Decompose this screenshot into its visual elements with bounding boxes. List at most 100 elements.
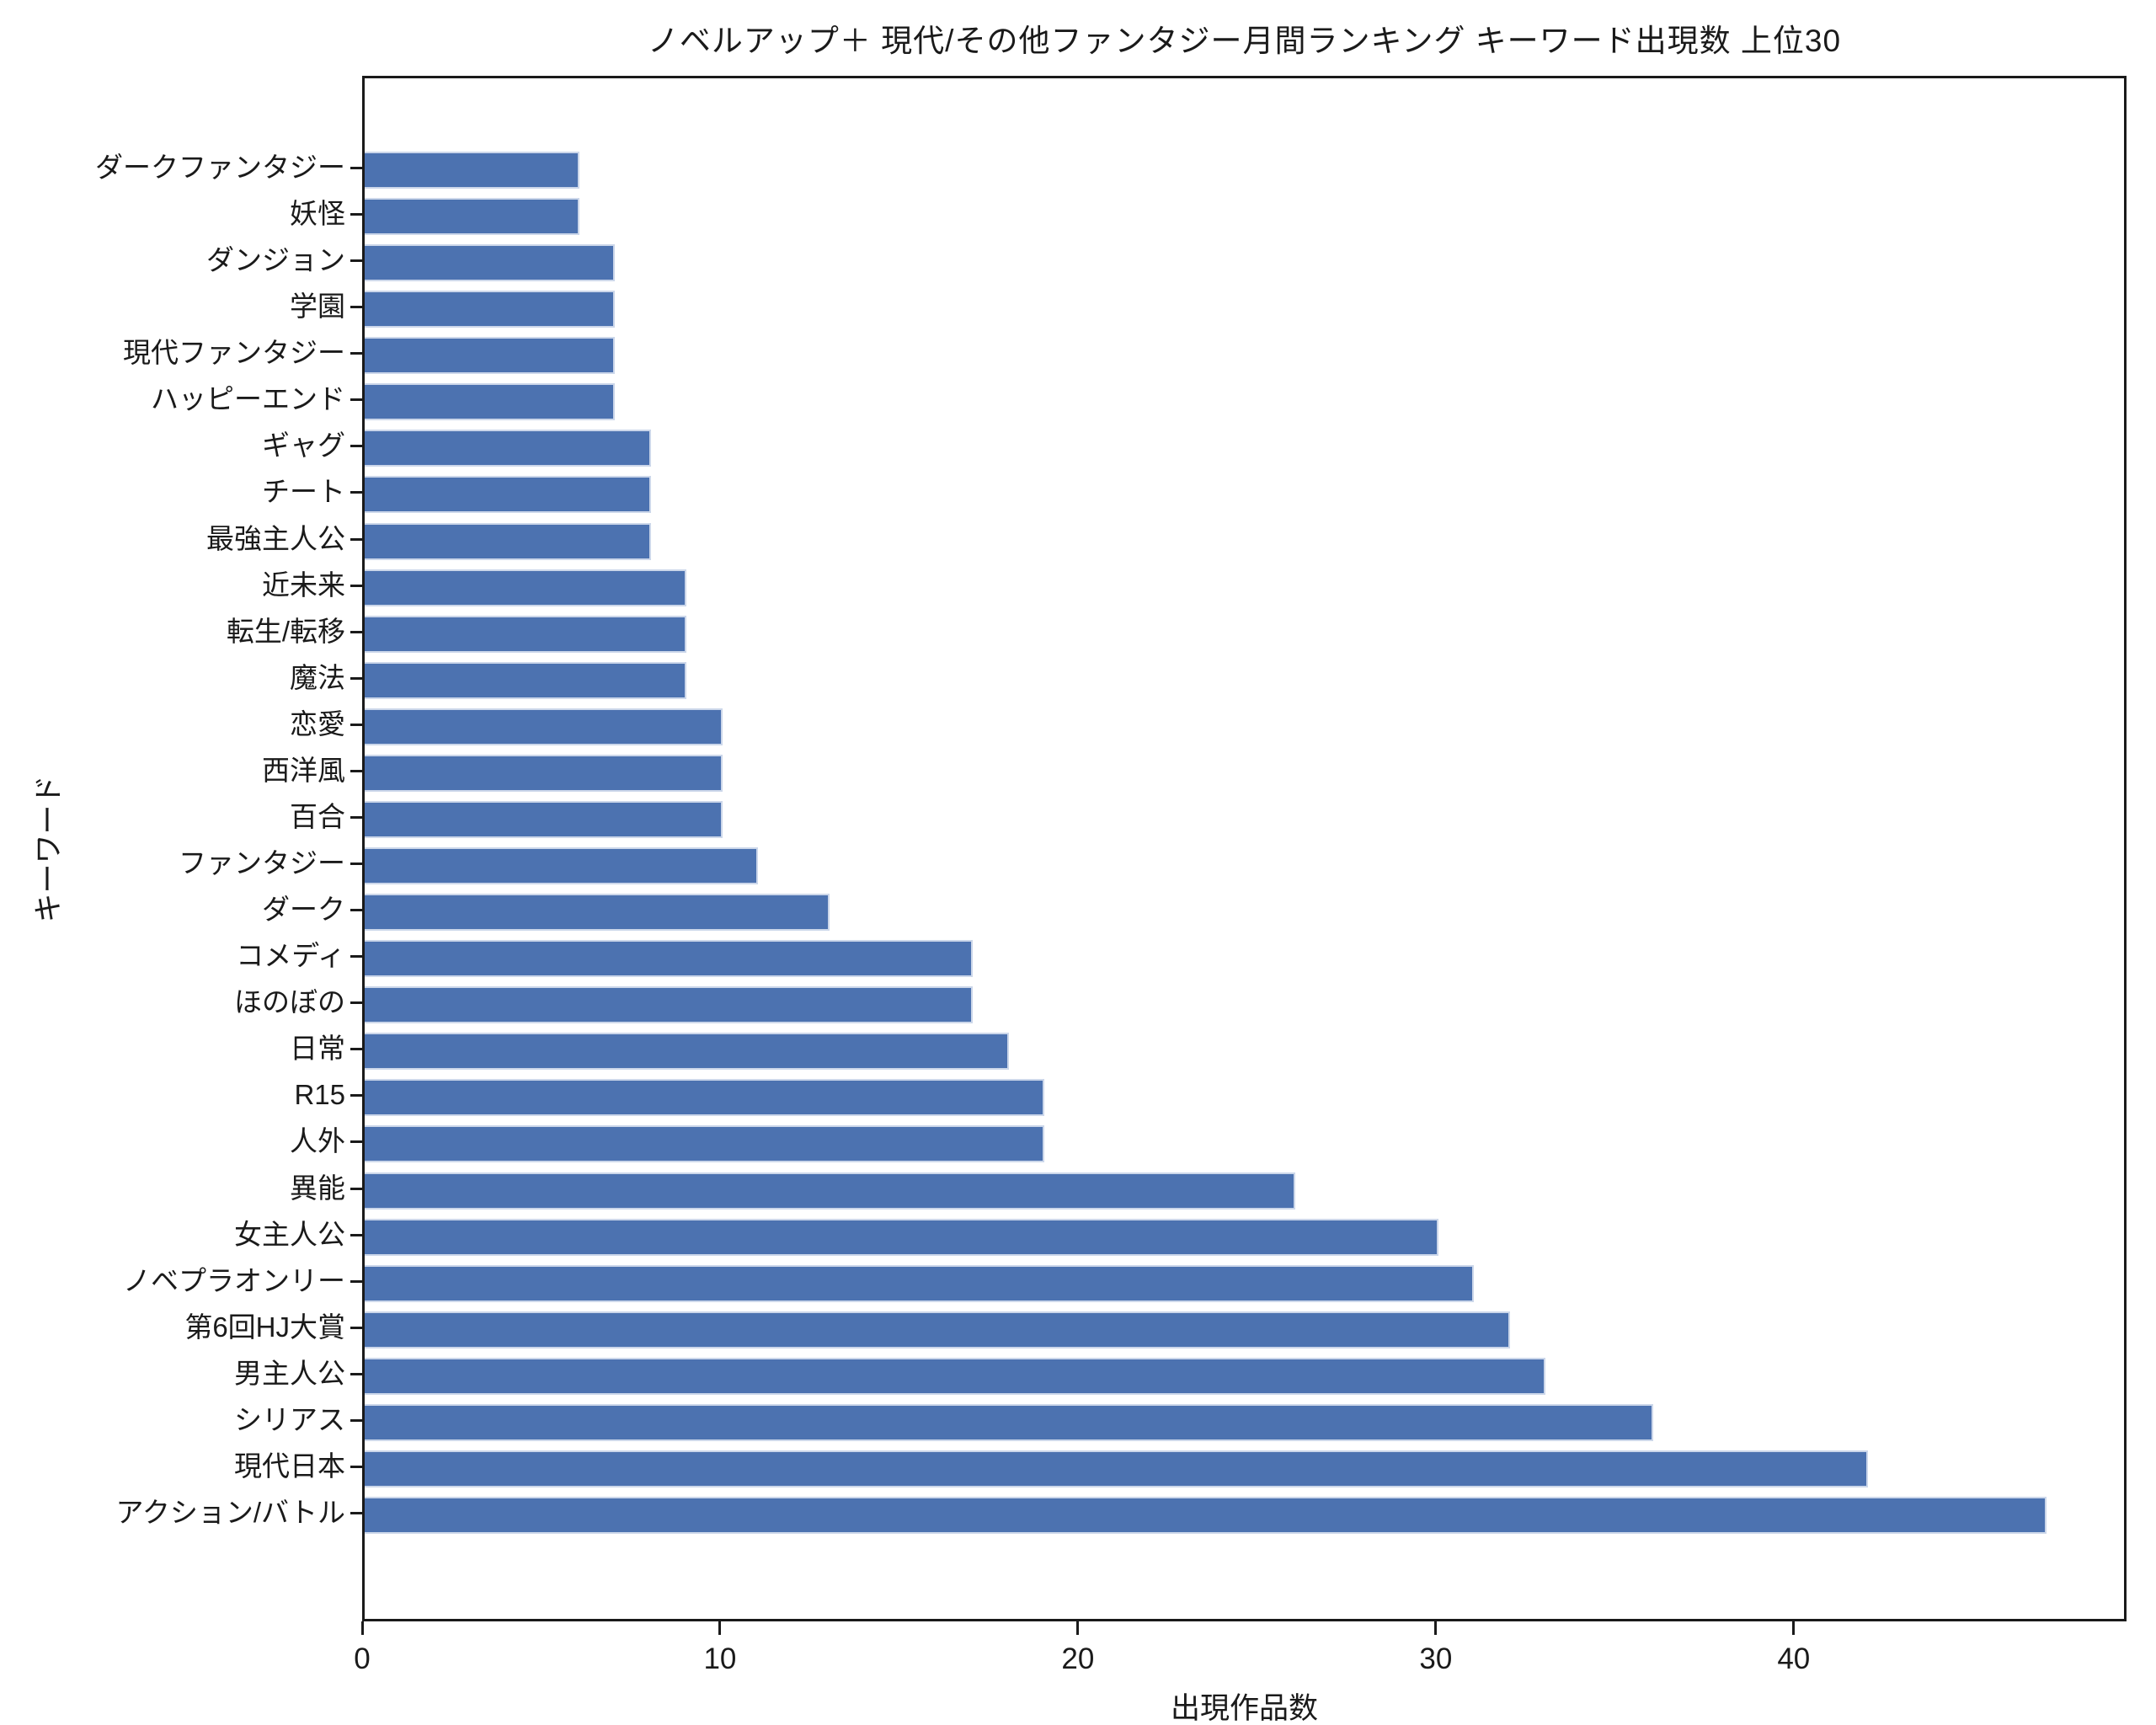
y-tick-mark — [350, 167, 362, 169]
y-tick-label: 百合 — [290, 800, 345, 832]
bar — [365, 661, 687, 699]
bar — [365, 986, 974, 1024]
bar — [365, 1497, 2047, 1535]
y-tick-label: コメディ — [236, 940, 345, 972]
x-tick-label: 40 — [1777, 1642, 1811, 1675]
y-tick-label: 魔法 — [290, 661, 345, 693]
y-tick-mark — [350, 630, 362, 633]
x-tick-mark — [1792, 1621, 1796, 1635]
x-tick-mark — [1076, 1621, 1080, 1635]
y-tick-mark — [350, 815, 362, 819]
bar — [365, 383, 616, 421]
bar — [365, 1172, 1295, 1210]
y-tick-label: 西洋風 — [262, 754, 345, 786]
y-tick-mark — [350, 1094, 362, 1097]
bar — [365, 1311, 1510, 1348]
bar — [365, 198, 579, 236]
y-tick-label: シリアス — [234, 1403, 345, 1435]
bar — [365, 1450, 1868, 1487]
y-tick-mark — [350, 1233, 362, 1236]
bar — [365, 1079, 1045, 1117]
x-tick-label: 20 — [1061, 1642, 1095, 1675]
bar — [365, 1357, 1546, 1395]
y-tick-mark — [350, 491, 362, 494]
bar — [365, 1403, 1653, 1441]
y-tick-mark — [350, 769, 362, 772]
y-tick-label: ファンタジー — [179, 847, 345, 879]
y-tick-mark — [350, 1001, 362, 1005]
y-tick-mark — [350, 1140, 362, 1144]
y-tick-label: 現代ファンタジー — [123, 337, 345, 369]
bar — [365, 152, 579, 189]
x-tick-mark — [360, 1621, 364, 1635]
y-tick-mark — [350, 1279, 362, 1283]
y-tick-mark — [350, 213, 362, 216]
y-tick-mark — [350, 909, 362, 912]
y-tick-label: 近未来 — [262, 569, 345, 601]
chart-title: ノベルアップ＋ 現代/その他ファンタジー月間ランキング キーワード出現数 上位3… — [647, 24, 1842, 58]
bar — [365, 800, 723, 838]
y-tick-mark — [350, 445, 362, 448]
y-tick-label: 異能 — [290, 1172, 345, 1204]
y-tick-label: ダーク — [262, 894, 345, 926]
bar — [365, 708, 723, 745]
y-tick-mark — [350, 1512, 362, 1515]
y-tick-mark — [350, 676, 362, 680]
y-tick-mark — [350, 723, 362, 726]
bar — [365, 337, 616, 375]
y-tick-label: ギャグ — [262, 430, 345, 462]
y-tick-mark — [350, 306, 362, 309]
bar — [365, 1033, 1009, 1071]
bar — [365, 569, 687, 606]
bar — [365, 940, 974, 978]
x-axis-label: 出現作品数 — [1170, 1692, 1318, 1725]
y-tick-label: 男主人公 — [234, 1357, 345, 1389]
x-tick-label: 10 — [703, 1642, 737, 1675]
bar — [365, 894, 830, 932]
y-tick-label: 学園 — [290, 291, 345, 323]
y-tick-label: 最強主人公 — [206, 522, 345, 554]
bar — [365, 291, 616, 328]
y-tick-mark — [350, 1372, 362, 1375]
y-tick-label: ノベプラオンリー — [123, 1264, 345, 1296]
y-tick-label: チート — [262, 476, 345, 508]
y-tick-label: 日常 — [290, 1033, 345, 1065]
y-tick-mark — [350, 537, 362, 541]
y-tick-mark — [350, 398, 362, 402]
y-tick-label: アクション/バトル — [115, 1497, 345, 1529]
bar — [365, 476, 651, 514]
plot-area — [362, 76, 2127, 1621]
bar — [365, 522, 651, 560]
y-tick-label: ほのぼの — [234, 986, 345, 1018]
bar — [365, 1125, 1045, 1163]
y-tick-mark — [350, 352, 362, 355]
y-tick-mark — [350, 1326, 362, 1329]
y-tick-label: ダークファンタジー — [95, 152, 345, 183]
bar — [365, 1218, 1438, 1256]
bar — [365, 244, 616, 282]
y-tick-label: 恋愛 — [290, 708, 345, 740]
y-tick-mark — [350, 1465, 362, 1468]
bar — [365, 430, 651, 467]
bar — [365, 754, 723, 792]
x-tick-label: 0 — [354, 1642, 371, 1675]
y-tick-label: 第6回HJ大賞 — [184, 1311, 345, 1343]
y-tick-label: 転生/転移 — [226, 615, 345, 647]
y-tick-mark — [350, 955, 362, 959]
y-tick-label: 妖怪 — [290, 198, 345, 230]
y-tick-mark — [350, 862, 362, 866]
y-tick-mark — [350, 1048, 362, 1051]
x-tick-label: 30 — [1419, 1642, 1453, 1675]
y-tick-mark — [350, 584, 362, 587]
bar — [365, 1264, 1475, 1302]
bar — [365, 847, 759, 885]
y-tick-mark — [350, 259, 362, 263]
y-tick-mark — [350, 1418, 362, 1422]
x-tick-mark — [1434, 1621, 1438, 1635]
y-axis-label: キーワード — [32, 775, 66, 923]
y-tick-label: ダンジョン — [206, 244, 345, 276]
y-tick-label: R15 — [294, 1079, 345, 1111]
y-tick-label: 現代日本 — [234, 1450, 345, 1482]
y-tick-label: 人外 — [290, 1125, 345, 1157]
